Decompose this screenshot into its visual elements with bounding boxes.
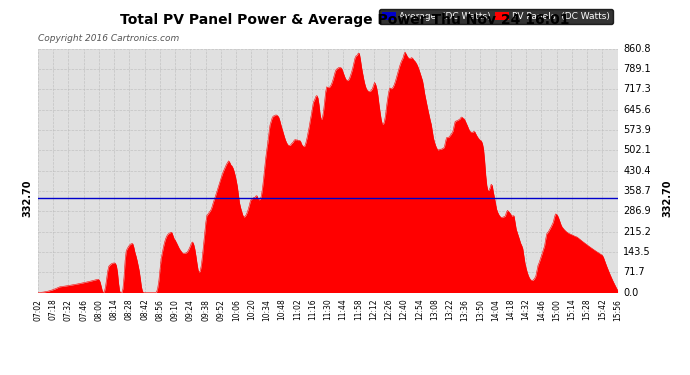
Text: Total PV Panel Power & Average Power Thu Nov 24 16:01: Total PV Panel Power & Average Power Thu…	[120, 13, 570, 27]
Text: 573.9: 573.9	[623, 125, 651, 135]
Text: 430.4: 430.4	[623, 166, 651, 176]
Text: 358.7: 358.7	[623, 186, 651, 196]
Legend: Average  (DC Watts), PV Panels  (DC Watts): Average (DC Watts), PV Panels (DC Watts)	[380, 9, 613, 24]
Text: 645.6: 645.6	[623, 105, 651, 115]
Text: 0.0: 0.0	[623, 288, 638, 297]
Text: 332.70: 332.70	[22, 180, 32, 217]
Text: Copyright 2016 Cartronics.com: Copyright 2016 Cartronics.com	[38, 34, 179, 43]
Text: 332.70: 332.70	[662, 180, 672, 217]
Text: 717.3: 717.3	[623, 84, 651, 94]
Text: 71.7: 71.7	[623, 267, 644, 277]
Text: 215.2: 215.2	[623, 226, 651, 237]
Text: 502.1: 502.1	[623, 146, 651, 155]
Text: 143.5: 143.5	[623, 247, 651, 257]
Text: 860.8: 860.8	[623, 44, 651, 54]
Text: 789.1: 789.1	[623, 64, 651, 74]
Text: 286.9: 286.9	[623, 206, 651, 216]
